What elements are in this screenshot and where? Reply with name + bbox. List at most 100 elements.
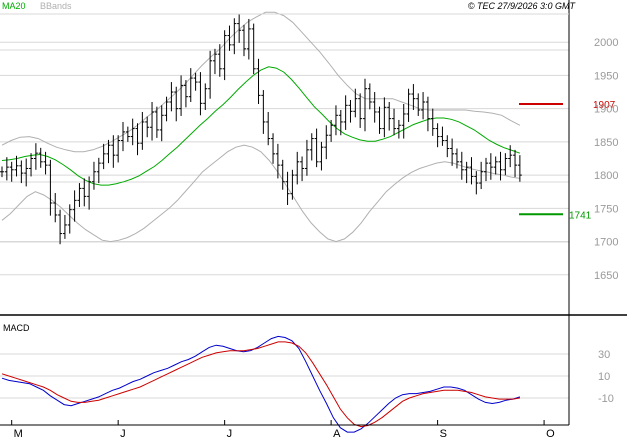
price-bar bbox=[392, 108, 397, 136]
price-bar bbox=[43, 151, 48, 175]
price-bar bbox=[261, 90, 266, 134]
x-tick-label: A bbox=[333, 428, 341, 440]
price-bar bbox=[517, 155, 522, 182]
price-bar bbox=[154, 106, 159, 138]
price-bar bbox=[363, 78, 367, 132]
price-bar bbox=[179, 75, 184, 116]
price-levels: 1907 1741 bbox=[519, 100, 616, 221]
price-bar bbox=[169, 82, 174, 112]
price-bar bbox=[459, 151, 464, 180]
price-bar bbox=[159, 105, 164, 142]
price-bar bbox=[9, 161, 14, 182]
macd-title: MACD bbox=[3, 323, 30, 333]
price-bar bbox=[285, 171, 290, 206]
price-bar bbox=[145, 116, 150, 138]
price-bar bbox=[435, 123, 440, 148]
price-bar bbox=[14, 155, 19, 177]
x-tick-label: O bbox=[546, 428, 555, 440]
price-bars bbox=[0, 13, 522, 245]
price-bar bbox=[503, 153, 508, 176]
price-bar bbox=[367, 83, 372, 110]
price-bar bbox=[300, 156, 305, 182]
bband-upper bbox=[1, 11, 521, 153]
price-tick-label: 2000 bbox=[594, 37, 618, 49]
price-bar bbox=[183, 80, 188, 108]
price-bar bbox=[464, 161, 469, 184]
price-bar bbox=[135, 123, 140, 156]
macd-macd-line bbox=[1, 335, 521, 433]
price-bar bbox=[19, 160, 24, 184]
x-tick-label: M bbox=[14, 428, 23, 440]
price-bar bbox=[343, 95, 348, 130]
price-bar bbox=[53, 193, 58, 223]
price-bar bbox=[246, 18, 251, 60]
price-bar bbox=[280, 159, 285, 190]
price-bar bbox=[421, 92, 426, 120]
price-bar bbox=[488, 153, 493, 180]
price-bar bbox=[396, 119, 401, 139]
price-bar bbox=[174, 86, 179, 122]
price-bar bbox=[256, 58, 261, 104]
macd-tick-label: -10 bbox=[598, 393, 614, 405]
price-bar bbox=[140, 111, 145, 150]
price-tick-label: 1750 bbox=[594, 203, 618, 215]
price-tick-label: 1900 bbox=[594, 104, 618, 116]
price-bar bbox=[295, 151, 300, 185]
legend-ma20: MA20 bbox=[2, 1, 26, 11]
price-bar bbox=[121, 121, 125, 152]
price-bar bbox=[324, 125, 329, 160]
ma20-path bbox=[1, 66, 521, 186]
price-bar bbox=[474, 171, 479, 195]
price-bar bbox=[48, 159, 53, 216]
price-bar bbox=[275, 143, 280, 179]
price-bar bbox=[82, 178, 87, 207]
price-bar bbox=[348, 100, 353, 123]
price-bar bbox=[208, 50, 213, 99]
macd-tick-label: 30 bbox=[598, 349, 610, 361]
resistance-label: 1907 bbox=[593, 100, 616, 111]
price-bar bbox=[232, 18, 237, 55]
ma20-line bbox=[1, 66, 521, 186]
price-bar bbox=[314, 128, 319, 168]
price-bar bbox=[493, 156, 498, 175]
axes: 1650 1700 1750 1800 1850 1900 1950 2000 30 10 -10 M… bbox=[11, 37, 618, 440]
price-bar bbox=[24, 158, 29, 187]
price-bar bbox=[101, 143, 106, 170]
price-bar bbox=[411, 84, 416, 110]
price-bar bbox=[29, 153, 34, 177]
price-bar bbox=[416, 93, 421, 116]
price-bar bbox=[508, 145, 513, 168]
x-tick-label: S bbox=[440, 428, 447, 440]
price-bar bbox=[513, 149, 518, 178]
price-bar bbox=[382, 97, 387, 138]
price-bar bbox=[450, 138, 455, 166]
price-bar bbox=[62, 214, 67, 239]
price-bar bbox=[212, 48, 217, 75]
price-bar bbox=[164, 96, 169, 122]
price-bar bbox=[479, 161, 484, 190]
price-bar bbox=[484, 157, 488, 182]
price-tick-label: 1800 bbox=[594, 170, 618, 182]
bollinger-bands bbox=[1, 11, 521, 243]
price-bar bbox=[498, 151, 503, 181]
price-bar bbox=[425, 96, 430, 132]
price-bar bbox=[67, 204, 72, 234]
price-bar bbox=[222, 30, 227, 81]
price-bar bbox=[72, 190, 77, 222]
macd-tick-label: 10 bbox=[598, 371, 610, 383]
support-label: 1741 bbox=[569, 210, 592, 221]
price-bar bbox=[188, 68, 193, 103]
price-bar bbox=[96, 157, 101, 184]
grid bbox=[0, 41, 569, 399]
price-bar bbox=[401, 103, 406, 139]
price-bar bbox=[440, 126, 445, 146]
price-bar bbox=[338, 109, 343, 136]
price-bar bbox=[227, 25, 232, 51]
legend-bbands: BBands bbox=[40, 1, 72, 11]
price-bar bbox=[106, 139, 111, 164]
price-tick-label: 1950 bbox=[594, 70, 618, 82]
price-bar bbox=[237, 13, 242, 43]
price-bar bbox=[406, 88, 411, 122]
price-bar bbox=[430, 108, 435, 136]
x-tick-label: J bbox=[227, 428, 233, 440]
